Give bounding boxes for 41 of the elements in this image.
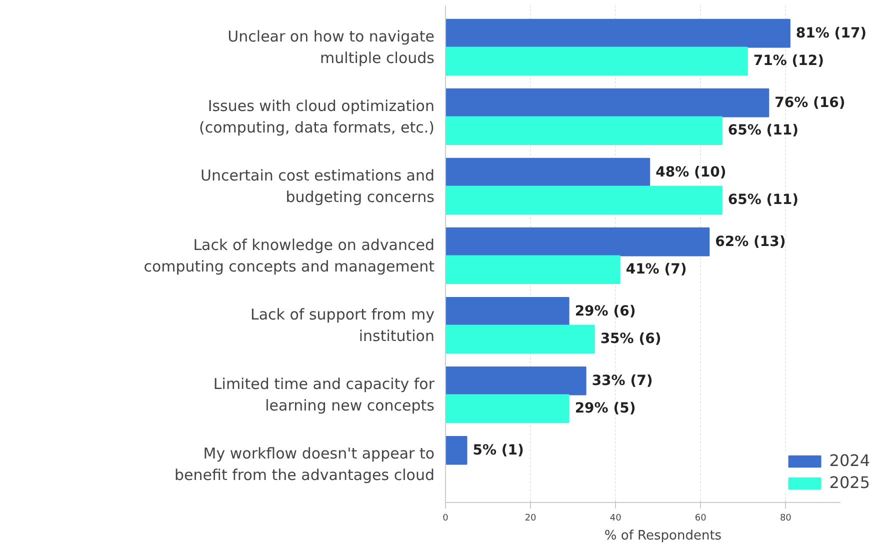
data-label: 48% (10) [656,164,726,180]
y-tick-label: My workflow doesn't appear to benefit from the advantages cloud [174,444,435,484]
bar [446,88,770,118]
y-tick-label: Uncertain cost estimations and budgeting concerns [200,166,435,206]
x-tick-label: 40 [610,514,622,524]
y-tick-label: Unclear on how to navigate multiple clouds [228,27,435,68]
x-tick-label: 0 [442,514,449,524]
bar [446,158,650,187]
bar [446,116,722,146]
y-tick-label: Lack of support from my institution [250,305,435,346]
x-tick-label: 60 [694,514,707,524]
bar [446,255,620,284]
data-label: 71% (12) [753,53,824,70]
bar [446,46,748,76]
data-label: 41% (7) [626,262,687,278]
x-axis-title: % of Respondents [604,528,722,544]
data-label: 81% (17) [796,25,867,42]
data-label: 29% (6) [574,303,636,320]
bar [446,366,586,396]
data-label: 5% (1) [472,442,524,458]
bar [446,296,570,326]
bar [446,324,595,354]
bar [446,227,710,256]
legend-label: 2024 [829,451,870,470]
y-tick-label: Issues with cloud optimization (computing, data formats, etc.) [199,96,435,137]
bar [446,436,468,465]
data-label: 65% (11) [728,122,799,139]
bar [446,394,570,424]
data-label: 62% (13) [715,234,786,250]
x-tick-label: 80 [780,514,792,524]
bar [446,186,722,215]
legend-label: 2025 [829,473,870,492]
data-label: 29% (5) [574,400,636,417]
x-tick-label: 20 [524,514,537,524]
data-label: 65% (11) [728,192,799,208]
data-label: 35% (6) [600,331,662,348]
bar [446,18,790,48]
y-tick-label: Limited time and capacity for learning new concepts [213,374,436,415]
data-label: 33% (7) [592,372,653,389]
y-tick-label: Lack of knowledge on advanced computing concepts and management [144,236,435,276]
data-label: 76% (16) [774,94,846,111]
